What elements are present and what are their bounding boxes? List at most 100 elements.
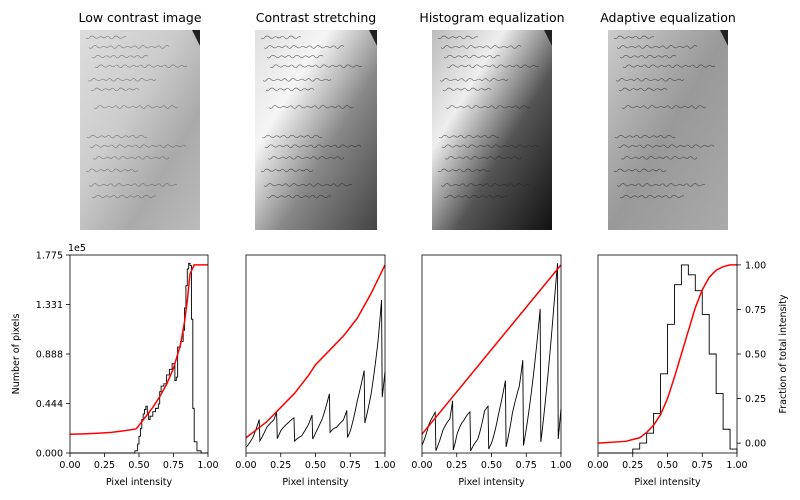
x-tick-label: 0.50 <box>128 460 149 471</box>
handwriting-line <box>93 105 179 109</box>
handwriting-line <box>94 64 188 68</box>
y2-tick-label: 0.00 <box>745 439 766 450</box>
handwriting-line <box>620 156 698 160</box>
y2-tick-label: 0.50 <box>745 350 766 361</box>
handwriting-line <box>265 87 315 92</box>
handwriting-line <box>618 87 668 92</box>
x-tick-label: 0.50 <box>305 460 326 471</box>
histogram-axes: 0.00 0.25 0.50 0.75 1.00 Pixel intensity <box>411 254 572 488</box>
x-tick-label: 0.00 <box>587 460 608 471</box>
y2-tick-label: 1.00 <box>745 260 766 271</box>
handwriting-line <box>615 78 685 82</box>
handwriting-line <box>91 54 149 59</box>
histogram-line <box>421 263 562 452</box>
y-tick-label: 1.331 <box>36 300 63 311</box>
panel-title: Adaptive equalization <box>600 10 736 25</box>
handwriting-line <box>437 168 491 173</box>
y-axis-label: Number of pixels <box>11 314 22 395</box>
handwriting-line <box>260 168 314 173</box>
x-tick-label: 1.00 <box>550 460 571 471</box>
x-tick-label: 0.00 <box>411 460 432 471</box>
y2-tick-label: 0.25 <box>745 394 766 405</box>
processed-image <box>80 30 200 230</box>
histogram-line <box>245 299 386 448</box>
handwriting-line <box>614 134 676 139</box>
axes-frame <box>245 254 386 454</box>
processed-image <box>432 30 552 230</box>
histogram-axes: 0.00 0.25 0.50 0.75 1.00 Pixel intensity 0.00 0… <box>587 254 789 488</box>
x-tick-label: 0.00 <box>59 460 80 471</box>
cdf-line <box>69 264 208 435</box>
y2-tick-label: 0.75 <box>745 305 766 316</box>
image-corner <box>544 30 552 46</box>
image-corner <box>192 30 200 46</box>
x-tick-label: 0.25 <box>446 460 467 471</box>
x-tick-label: 0.25 <box>94 460 115 471</box>
handwriting-line <box>88 45 170 49</box>
cdf-line <box>597 264 737 444</box>
handwriting-line <box>87 78 157 82</box>
handwriting-line <box>442 87 492 92</box>
y-tick-label: 0.000 <box>36 449 63 460</box>
x-tick-label: 0.75 <box>340 460 361 471</box>
handwriting-line <box>263 183 353 187</box>
handwriting-line <box>443 54 501 59</box>
handwriting-line <box>260 35 302 40</box>
image-corner <box>720 30 728 46</box>
image-panel: Histogram equalization <box>419 10 565 230</box>
histogram-axes: 0.00 0.25 0.50 0.75 1.00 Pixel intensity <box>235 254 396 488</box>
handwriting-line <box>264 144 362 148</box>
handwriting-line <box>616 183 706 187</box>
panel-title: Contrast stretching <box>256 10 376 25</box>
x-tick-label: 1.00 <box>726 460 747 471</box>
x-tick-label: 0.50 <box>657 460 678 471</box>
handwriting-line <box>92 156 170 160</box>
handwriting-line <box>438 134 500 139</box>
y2-axis-label: Fraction of total intensity <box>778 294 789 413</box>
handwriting-line <box>617 144 715 148</box>
handwriting-line <box>262 78 332 82</box>
x-tick-label: 0.25 <box>270 460 291 471</box>
handwriting-line <box>85 35 127 40</box>
handwriting-line <box>268 105 354 109</box>
handwriting-line <box>440 183 530 187</box>
handwriting-line <box>622 64 716 68</box>
handwriting-line <box>616 45 698 49</box>
handwriting-line <box>267 156 345 160</box>
x-axis-label: Pixel intensity <box>634 477 701 488</box>
handwriting-line <box>621 105 707 109</box>
handwriting-line <box>89 144 187 148</box>
x-tick-label: 0.75 <box>163 460 184 471</box>
handwriting-line <box>445 105 531 109</box>
y-scale-note: 1e5 <box>68 243 86 254</box>
handwriting-line <box>619 194 685 199</box>
image-panel: Low contrast image <box>78 10 202 230</box>
handwriting-line <box>261 134 323 139</box>
y-tick-label: 0.444 <box>36 399 63 410</box>
x-tick-label: 0.75 <box>516 460 537 471</box>
x-tick-label: 0.25 <box>622 460 643 471</box>
image-panel: Adaptive equalization <box>600 10 736 230</box>
x-tick-label: 0.00 <box>235 460 256 471</box>
handwriting-line <box>269 64 363 68</box>
panel-title: Histogram equalization <box>419 10 564 25</box>
x-tick-label: 0.75 <box>692 460 713 471</box>
processed-image <box>255 30 377 230</box>
handwriting-line <box>446 64 540 68</box>
image-corner <box>369 30 377 46</box>
handwriting-line <box>266 194 332 199</box>
handwriting-line <box>439 78 509 82</box>
handwriting-line <box>263 45 345 49</box>
processed-image <box>608 30 728 230</box>
x-axis-label: Pixel intensity <box>282 477 349 488</box>
handwriting-line <box>443 194 509 199</box>
handwriting-line <box>444 156 522 160</box>
handwriting-line <box>91 194 157 199</box>
x-axis-label: Pixel intensity <box>458 477 525 488</box>
x-tick-label: 0.50 <box>481 460 502 471</box>
handwriting-line <box>90 87 140 92</box>
handwriting-line <box>613 35 655 40</box>
